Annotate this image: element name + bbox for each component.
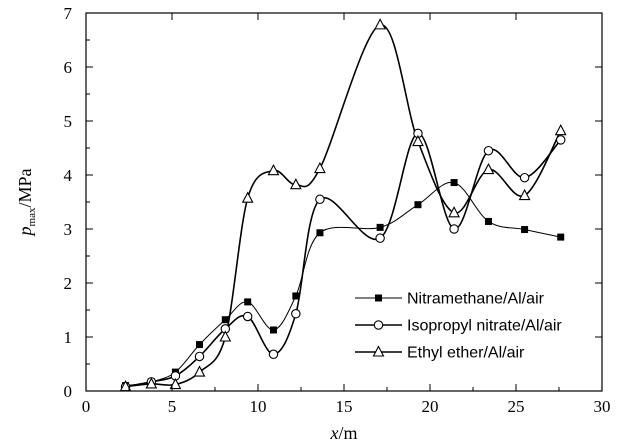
data-point bbox=[219, 330, 232, 342]
data-point bbox=[450, 179, 458, 187]
data-point bbox=[519, 172, 530, 183]
y-axis-title-symbol: p bbox=[15, 226, 35, 237]
y-tick-label: 4 bbox=[64, 166, 73, 185]
y-axis-title-unit: /MPa bbox=[15, 169, 35, 208]
data-point bbox=[242, 311, 253, 322]
y-tick-label: 5 bbox=[64, 112, 73, 131]
y-tick-label: 0 bbox=[64, 382, 73, 401]
data-point bbox=[244, 298, 252, 306]
legend-marker bbox=[375, 294, 382, 302]
data-point bbox=[221, 316, 229, 324]
legend-marker bbox=[372, 345, 385, 357]
y-axis-ticks: 0 1 2 3 4 5 6 7 bbox=[64, 4, 602, 401]
data-point bbox=[268, 349, 279, 360]
legend-label: Nitramethane/Al/air bbox=[407, 291, 545, 308]
data-point bbox=[448, 206, 460, 218]
series-curve bbox=[125, 132, 562, 388]
data-point bbox=[412, 134, 424, 147]
data-point bbox=[484, 217, 492, 225]
data-point bbox=[375, 233, 385, 243]
data-point bbox=[194, 351, 205, 362]
x-tick-label: 10 bbox=[250, 397, 267, 416]
x-tick-label: 0 bbox=[82, 397, 91, 416]
x-axis-ticks: 0 5 10 15 20 25 30 bbox=[82, 13, 611, 416]
data-point bbox=[314, 161, 326, 174]
data-point bbox=[482, 162, 495, 175]
data-point bbox=[483, 145, 494, 156]
data-point bbox=[376, 223, 384, 231]
data-point bbox=[241, 191, 254, 203]
x-tick-label: 25 bbox=[508, 397, 525, 416]
data-point bbox=[193, 365, 206, 377]
x-tick-label: 20 bbox=[422, 397, 439, 416]
data-point bbox=[292, 292, 300, 300]
data-point bbox=[269, 326, 277, 334]
x-tick-label: 5 bbox=[168, 397, 177, 416]
data-point bbox=[145, 377, 158, 389]
data-point bbox=[414, 201, 422, 209]
legend-label: Ethyl ether/Al/air bbox=[407, 345, 525, 362]
data-point bbox=[449, 224, 459, 234]
y-tick-label: 3 bbox=[64, 220, 73, 239]
data-point bbox=[289, 178, 302, 190]
data-point bbox=[316, 229, 324, 237]
y-tick-label: 7 bbox=[64, 4, 73, 23]
data-point bbox=[315, 194, 325, 205]
x-tick-label: 15 bbox=[336, 397, 353, 416]
y-tick-label: 6 bbox=[64, 58, 73, 77]
data-point bbox=[291, 309, 301, 319]
legend: Nitramethane/Al/air Isopropyl nitrate/Al/… bbox=[355, 291, 562, 362]
data-point bbox=[267, 163, 280, 176]
legend-marker bbox=[373, 320, 384, 330]
y-axis-title: pmax/MPa bbox=[15, 169, 38, 238]
data-point bbox=[557, 233, 565, 241]
x-axis-title-unit: /m bbox=[338, 423, 357, 443]
data-point bbox=[521, 226, 529, 234]
y-tick-label: 1 bbox=[64, 328, 73, 347]
data-point bbox=[374, 18, 387, 30]
data-point bbox=[169, 377, 182, 390]
y-axis-title-subscript: max bbox=[26, 207, 38, 226]
x-axis-title-symbol: x bbox=[329, 423, 338, 443]
data-point bbox=[196, 341, 204, 349]
x-axis-title: x/m bbox=[329, 423, 357, 443]
x-tick-label: 30 bbox=[594, 397, 611, 416]
legend-label: Isopropyl nitrate/Al/air bbox=[407, 318, 562, 335]
data-point bbox=[518, 188, 531, 201]
data-point bbox=[555, 135, 566, 145]
data-point bbox=[554, 124, 567, 136]
series-curve bbox=[125, 24, 562, 388]
data-markers bbox=[119, 18, 567, 392]
y-tick-label: 2 bbox=[64, 274, 73, 293]
